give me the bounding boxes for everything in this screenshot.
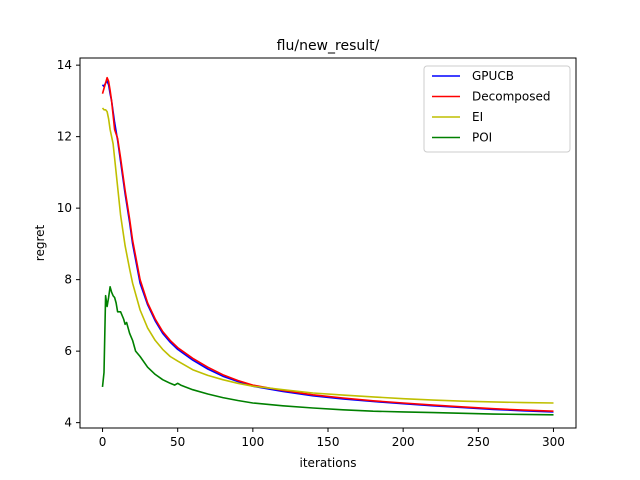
chart-title: flu/new_result/	[277, 38, 380, 54]
legend: GPUCB Decomposed EI POI	[423, 65, 571, 153]
y-axis-title: regret	[33, 224, 47, 261]
legend-box	[423, 65, 571, 153]
series-line-poi	[101, 285, 554, 416]
legend-label-poi: POI	[472, 131, 492, 145]
y-tick-label: 10	[57, 201, 72, 215]
y-tick-label: 6	[64, 344, 72, 358]
x-tick-label: 200	[392, 435, 415, 449]
y-tick-label: 8	[64, 273, 72, 287]
x-tick-label: 150	[317, 435, 340, 449]
series-layer	[101, 76, 554, 416]
x-tick-label: 50	[170, 435, 185, 449]
legend-label-gpucb: GPUCB	[472, 69, 514, 83]
y-tick-label: 4	[64, 416, 72, 430]
y-tick-label: 14	[57, 58, 72, 72]
y-tick-label: 12	[57, 130, 72, 144]
series-line-ei	[101, 107, 554, 404]
x-tick-label: 100	[241, 435, 264, 449]
legend-label-decomposed: Decomposed	[472, 90, 550, 104]
x-tick-label: 300	[542, 435, 565, 449]
x-axis-title: iterations	[300, 456, 357, 470]
x-tick-label: 250	[467, 435, 490, 449]
series-line-decomposed	[101, 76, 554, 412]
x-tick-label: 0	[99, 435, 107, 449]
x-axis: 0 50 100 150 200 250 300	[99, 428, 565, 449]
legend-label-ei: EI	[472, 110, 483, 124]
y-axis: 4 6 8 10 12 14	[57, 58, 80, 430]
